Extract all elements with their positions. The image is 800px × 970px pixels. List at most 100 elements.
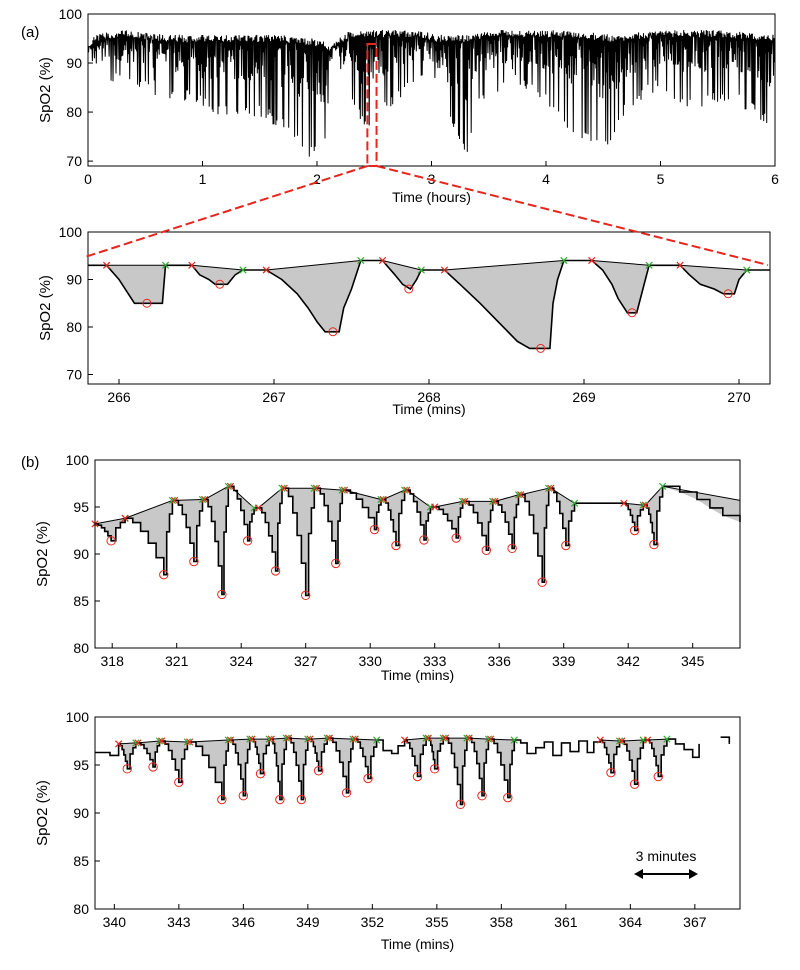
- b-bottom-ytick-label: 90: [73, 805, 89, 821]
- b-top-xtick-label: 339: [552, 653, 576, 669]
- b-top-nadir-marker-17: [649, 539, 659, 550]
- b-bottom-ytick-label: 80: [73, 901, 89, 917]
- b-top-hull-line-11: [434, 500, 463, 508]
- a-zoom-axes: 266 267 268 269 270 70 80 90 100 Time (mins) SpO2 …: [37, 224, 771, 417]
- b-bottom-end-marker-16: [615, 737, 624, 745]
- b-bottom-onset-marker-0: [115, 740, 123, 748]
- b-bottom-nadir-marker-15: [503, 792, 513, 803]
- b-bottom-onset-marker-8: [306, 735, 314, 743]
- b-bottom-onset-marker-1: [134, 739, 142, 747]
- b-top-nadir-marker-4: [242, 536, 253, 546]
- b-top-spo2-trace: [94, 485, 741, 597]
- b-bottom-nadir-marker-13: [455, 799, 466, 810]
- b-top-hull-line-9: [382, 489, 405, 500]
- b-top-y-axis-label: SpO2 (%): [34, 521, 51, 587]
- a-zoom-xtick-label: 269: [572, 389, 596, 405]
- b-top-nadir-marker-3: [217, 589, 227, 600]
- b-top-end-marker-15: [570, 499, 579, 507]
- b-top-desaturation-area-8: [344, 490, 381, 530]
- a-zoom-end-marker-5: [645, 261, 653, 269]
- b-top-hull-line-0: [94, 517, 126, 525]
- a-top-x-axis-label: Time (hours): [392, 189, 471, 205]
- a-zoom-series: [88, 256, 770, 353]
- b-bottom-hull-line-16: [600, 739, 620, 742]
- b-top-hull-line-3: [204, 485, 229, 500]
- b-bottom-hull-line-6: [271, 737, 287, 740]
- b-bottom-nadir-marker-17: [629, 779, 640, 789]
- b-top-end-marker-5: [278, 484, 286, 492]
- b-bottom-onset-marker-13: [441, 734, 450, 742]
- a-zoom-end-marker-2: [357, 256, 365, 265]
- b-top-xtick-label: 330: [359, 653, 383, 669]
- b-top-trailing-area: [662, 486, 740, 522]
- b-top-end-marker-16: [639, 501, 647, 509]
- b-bottom-onset-marker-12: [424, 734, 432, 742]
- b-bottom-end-marker-13: [463, 734, 471, 742]
- b-bottom-hull-line-17: [621, 739, 644, 742]
- a-zoom-xtick-label: 266: [107, 389, 131, 405]
- b-top-hull-line-15: [550, 487, 575, 504]
- b-bottom-hull-line-10: [355, 738, 377, 741]
- a-top-ytick-label: 80: [66, 104, 82, 120]
- b-top-hull-line-5: [258, 487, 283, 509]
- a-zoom-desaturation-area-2: [266, 260, 361, 332]
- b-top-nadir-marker-8: [369, 524, 380, 535]
- b-bottom-onset-marker-11: [400, 736, 409, 744]
- b-bottom-ytick-label: 85: [73, 853, 89, 869]
- a-zoom-onset-marker-5: [588, 256, 596, 265]
- b-top-nadir-marker-10: [419, 535, 429, 545]
- b-bottom-nadir-marker-18: [653, 771, 663, 782]
- b-top-hull-line-2: [174, 498, 203, 501]
- scale-bar-label: 3 minutes: [636, 848, 697, 864]
- a-zoom-ytick-label: 70: [66, 367, 82, 383]
- a-zoom-hull-line-1: [191, 264, 244, 271]
- a-zoom-end-marker-4: [560, 256, 568, 265]
- zoom-connector: [84, 165, 769, 266]
- b-top-end-marker-11: [459, 497, 467, 505]
- b-top-nadir-marker-5: [270, 566, 281, 576]
- b-bottom-desaturation-area-18: [647, 739, 667, 777]
- b-bottom-xtick-label: 343: [167, 914, 191, 930]
- a-zoom-hull-line-4: [444, 260, 564, 271]
- b-top-onset-marker-17: [641, 501, 650, 509]
- b-bottom-onset-marker-7: [284, 734, 293, 742]
- b-bottom-end-marker-4: [246, 735, 254, 743]
- a-zoom-desaturation-area-3: [382, 260, 422, 289]
- b-top-end-marker-8: [377, 495, 385, 504]
- b-top-end-marker-2: [198, 495, 207, 504]
- a-zoom-end-marker-3: [417, 266, 425, 274]
- a-zoom-desaturation-area-1: [191, 265, 243, 285]
- b-top-onset-marker-14: [517, 491, 525, 499]
- a-zoom-onset-marker-2: [262, 266, 270, 274]
- b-bottom-end-marker-10: [373, 736, 381, 744]
- a-top-ytick-label: 90: [66, 55, 82, 71]
- a-top-xtick-label: 6: [771, 171, 779, 187]
- b-top-nadir-marker-7: [331, 558, 341, 569]
- b-top-onset-marker-1: [121, 514, 129, 522]
- b-bottom-nadir-marker-3: [217, 794, 227, 805]
- a-zoom-end-marker-1: [239, 266, 247, 274]
- a-zoom-hull-line-2: [266, 260, 361, 271]
- b-bottom-nadir-marker-10: [363, 773, 373, 784]
- b-top-end-marker-17: [658, 482, 667, 490]
- b-bottom-desaturation-area-16: [600, 740, 620, 773]
- a-zoom-hull-line-3: [382, 260, 422, 271]
- b-top-desaturation-area-6: [284, 488, 315, 596]
- b-bottom-hull-line-18: [647, 738, 667, 741]
- b-bottom-onset-marker-15: [486, 735, 495, 743]
- b-bottom-desaturation-area-2: [161, 741, 188, 783]
- a-zoom-xtick-label: 270: [727, 389, 751, 405]
- b-top-onset-marker-11: [431, 503, 439, 511]
- b-top-ytick-label: 80: [73, 640, 89, 656]
- b-top-desaturation-area-11: [434, 501, 463, 538]
- b-bottom-desaturation-area-3: [189, 740, 229, 800]
- b-bottom-series: [95, 734, 731, 810]
- b-top-nadir-marker-1: [159, 569, 169, 580]
- b-bottom-end-marker-5: [265, 735, 273, 743]
- b-top-xtick-label: 342: [617, 653, 641, 669]
- a-top-zoom-window: [366, 43, 378, 167]
- b-bottom-desaturation-area-13: [445, 738, 467, 805]
- a-zoom-x-axis-label: Time (mins): [392, 401, 465, 417]
